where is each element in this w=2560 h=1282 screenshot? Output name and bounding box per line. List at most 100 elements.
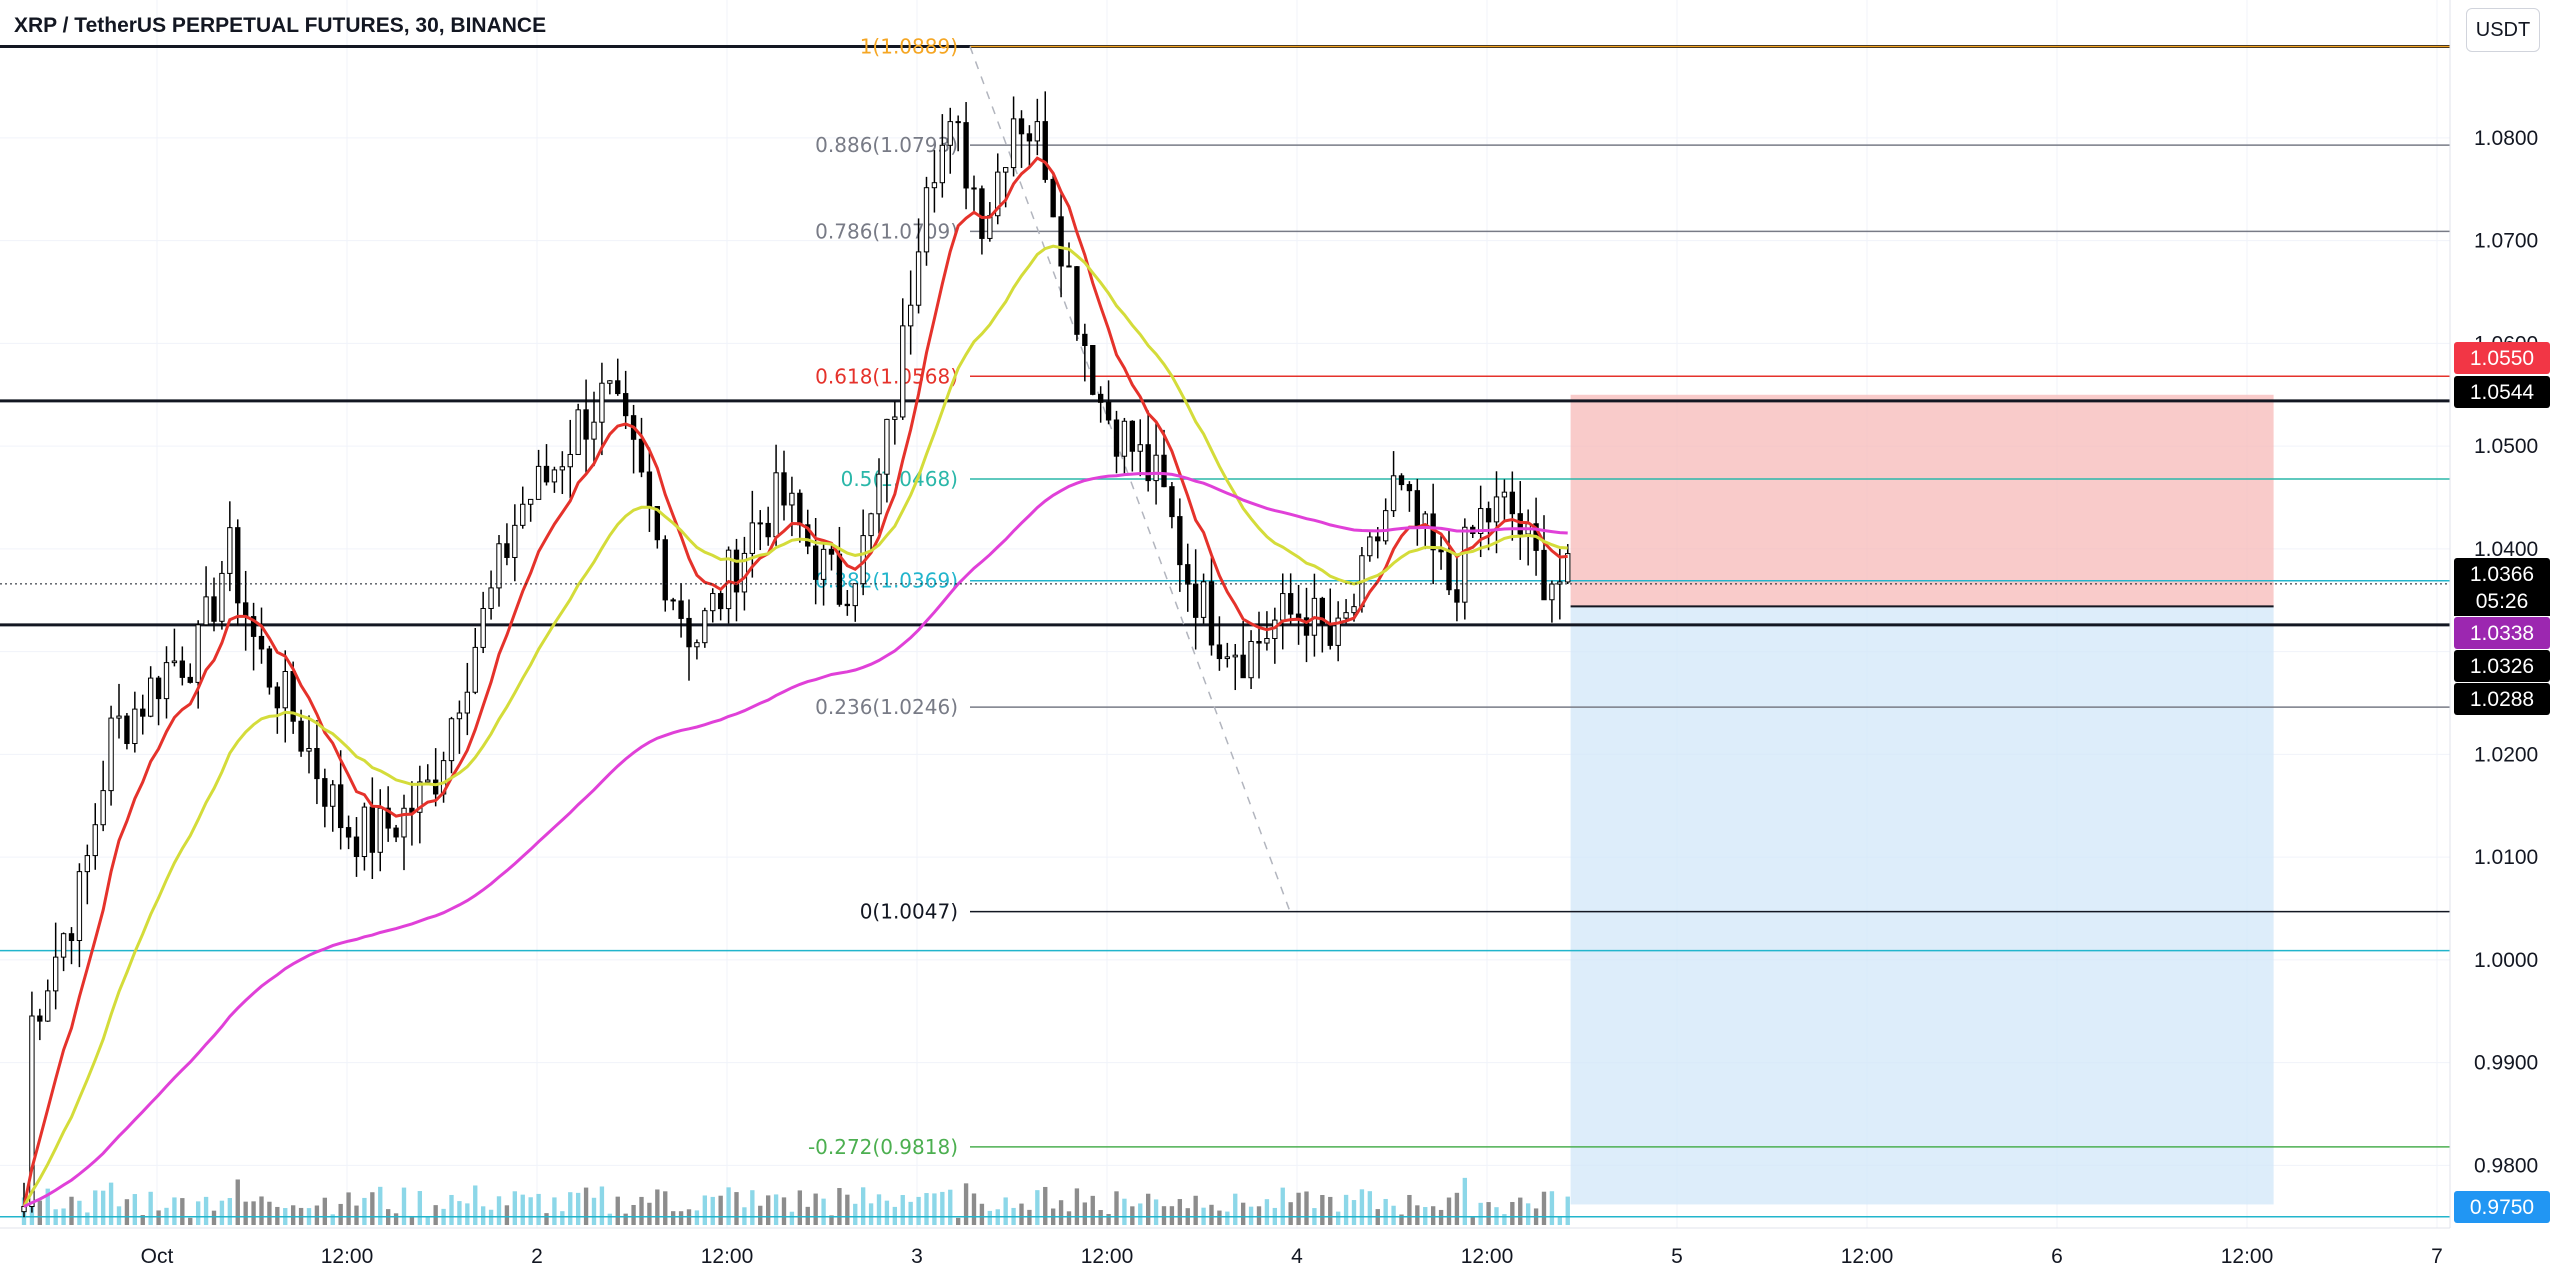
volume-bar [1003,1197,1008,1225]
candle-body [527,498,534,505]
candle-body [1327,623,1333,646]
volume-bar [227,1198,233,1225]
volume-bar [963,1183,969,1225]
candle-body [37,1015,43,1022]
currency-unit-button[interactable]: USDT [2466,8,2540,52]
volume-bar [694,1210,700,1225]
volume-bar [1169,1206,1175,1225]
candle-body [496,543,502,589]
time-tick-label: 3 [911,1245,923,1268]
volume-bar [1114,1191,1119,1225]
candle-body [21,1206,27,1213]
candle-body [907,304,914,327]
candle-body [472,646,478,693]
candle-body [923,187,930,253]
time-tick-label: 12:00 [1461,1245,1514,1268]
time-tick-label: 12:00 [1841,1245,1894,1268]
candle-body [1375,536,1381,542]
candle-body [124,715,130,745]
price-badge-label: 1.0288 [2470,688,2534,711]
candle-body [1367,536,1373,557]
candle-body [717,593,724,610]
candle-body [171,660,178,664]
volume-bar [932,1193,937,1225]
candle-body [1343,612,1349,619]
candle-body [353,836,360,858]
candle-body [163,662,170,700]
volume-bar [702,1195,708,1225]
price-badge [2454,376,2550,408]
candle-body [385,807,391,829]
volume-bar [219,1200,225,1225]
volume-bar [45,1188,50,1225]
candle-body [298,720,304,752]
volume-bar [710,1196,715,1225]
fib-label: 0.786(1.0709) [815,219,958,243]
volume-bar [1240,1202,1246,1225]
candle-body [543,465,550,483]
volume-bar [1415,1205,1420,1225]
volume-bar [1383,1198,1388,1225]
volume-bar [275,1206,280,1225]
volume-bar [1359,1189,1365,1225]
volume-bar [560,1211,565,1225]
volume-bar [1209,1204,1214,1225]
volume-bar [425,1216,430,1225]
candle-body [425,779,431,783]
candle-body [939,144,946,184]
volume-bar [797,1190,803,1225]
candle-body [488,587,494,610]
candle-body [686,617,692,648]
candle-body [694,642,700,648]
volume-bar [773,1194,779,1225]
candle-body [1549,583,1555,601]
candle-body [330,784,336,807]
volume-bar [583,1187,589,1225]
candle-body [710,593,716,612]
volume-bar [805,1206,810,1225]
candle-body [1414,490,1421,528]
candle-body [211,596,217,622]
candle-body [512,524,518,558]
time-tick-label: 12:00 [2221,1245,2274,1268]
candle-body [773,472,779,538]
time-tick-label: Oct [141,1245,174,1268]
volume-bar [789,1211,795,1225]
volume-bar [623,1213,628,1225]
candle-body [1319,597,1326,625]
candle-body [1501,491,1508,498]
volume-bar [568,1192,573,1225]
volume-bar [1328,1196,1333,1225]
volume-bar [290,1205,296,1225]
time-tick-label: 4 [1291,1245,1303,1268]
volume-bar [1035,1190,1040,1225]
volume-bar [1217,1210,1222,1225]
countdown-label: 05:26 [2476,590,2529,613]
volume-bar [813,1193,818,1225]
fib-retracement[interactable]: 1(1.0889) 0.886(1.0793) 0.786(1.0709) 0.618… [808,34,2450,1159]
candle-body [456,712,463,720]
candle-body [306,747,312,752]
candle-body [45,990,51,1022]
candle-body [1224,656,1231,660]
volume-bar [1177,1199,1183,1225]
candle-body [1398,475,1405,486]
candle-body [1565,553,1571,583]
candle-body [1074,266,1080,335]
position-zones[interactable] [1570,394,2274,1205]
candle-body [931,182,938,189]
time-axis[interactable]: Oct 12:00 2 12:00 3 12:00 4 12:00 5 12:00 6 12:00 7 [0,1227,2450,1268]
candle-body [646,471,653,508]
candle-body [361,806,368,858]
volume-bar [821,1198,826,1225]
price-tick-label: 1.0000 [2474,949,2538,972]
volume-bar [251,1201,256,1225]
candle-body [955,121,961,124]
candle-body [480,608,486,648]
candle-body [1509,491,1516,515]
volume-bar [85,1212,90,1225]
volume-bar [132,1194,138,1225]
price-badge-label: 1.0550 [2470,347,2534,370]
candle-body [725,549,732,610]
